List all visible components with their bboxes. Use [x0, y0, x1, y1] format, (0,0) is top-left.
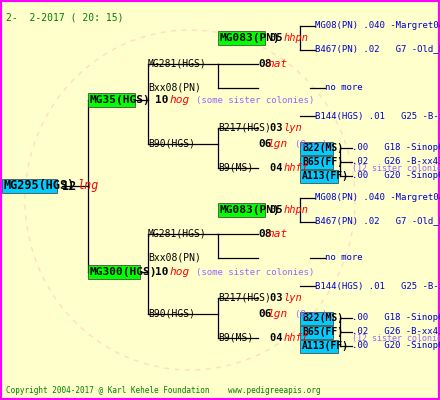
Text: B217(HGS): B217(HGS) [218, 293, 271, 303]
Text: 03: 03 [270, 293, 289, 303]
Text: .00   G20 -Sinop62R: .00 G20 -Sinop62R [352, 172, 440, 180]
Text: B9(MS): B9(MS) [218, 163, 253, 173]
Text: A113(FF): A113(FF) [302, 341, 349, 351]
Text: lgn: lgn [268, 309, 288, 319]
Text: MG35(HGS): MG35(HGS) [90, 95, 151, 105]
Text: 05: 05 [270, 205, 289, 215]
Text: MG281(HGS): MG281(HGS) [148, 229, 207, 239]
Text: 05: 05 [270, 33, 289, 43]
Text: 04: 04 [270, 163, 289, 173]
Text: (12 sister colonies): (12 sister colonies) [352, 164, 440, 174]
FancyBboxPatch shape [300, 340, 337, 352]
Text: A113(FF): A113(FF) [302, 171, 349, 181]
Text: 10: 10 [155, 95, 175, 105]
FancyBboxPatch shape [300, 142, 334, 154]
Text: B467(PN) .02   G7 -Old_Lady: B467(PN) .02 G7 -Old_Lady [315, 46, 440, 54]
Text: hhpn: hhpn [283, 33, 308, 43]
Text: B22(MS): B22(MS) [302, 313, 343, 323]
Text: Bxx08(PN): Bxx08(PN) [148, 253, 201, 263]
Text: (12 sister colonies): (12 sister colonies) [352, 334, 440, 344]
Text: MG300(HGS): MG300(HGS) [90, 267, 158, 277]
Text: lng: lng [77, 180, 99, 192]
Text: hhpn: hhpn [283, 205, 308, 215]
Text: Copyright 2004-2017 @ Karl Kehele Foundation    www.pedigreeapis.org: Copyright 2004-2017 @ Karl Kehele Founda… [6, 386, 320, 395]
Text: B22(MS): B22(MS) [302, 143, 343, 153]
Text: 06: 06 [258, 139, 271, 149]
FancyBboxPatch shape [218, 203, 265, 217]
FancyBboxPatch shape [300, 170, 337, 182]
Text: 03: 03 [270, 123, 289, 133]
Text: lyn: lyn [283, 123, 302, 133]
Text: no more: no more [325, 84, 363, 92]
Text: 08: 08 [258, 229, 271, 239]
Text: nat: nat [268, 59, 288, 69]
Text: (8 c.): (8 c.) [295, 310, 327, 318]
Text: 10: 10 [155, 267, 175, 277]
Text: hog: hog [169, 95, 190, 105]
Text: MG083(PN): MG083(PN) [220, 33, 281, 43]
FancyBboxPatch shape [300, 156, 334, 168]
Text: hhff: hhff [283, 163, 308, 173]
Text: B90(HGS): B90(HGS) [148, 309, 195, 319]
Text: nat: nat [268, 229, 288, 239]
FancyBboxPatch shape [218, 31, 265, 45]
FancyBboxPatch shape [88, 265, 140, 279]
Text: Bxx08(PN): Bxx08(PN) [148, 83, 201, 93]
Text: 12: 12 [62, 180, 83, 192]
Text: (some sister colonies): (some sister colonies) [196, 268, 314, 276]
Text: B65(FF): B65(FF) [302, 157, 343, 167]
Text: B9(MS): B9(MS) [218, 333, 253, 343]
Text: 2-  2-2017 ( 20: 15): 2- 2-2017 ( 20: 15) [6, 12, 124, 22]
Text: .02   G26 -B-xx43: .02 G26 -B-xx43 [352, 158, 440, 166]
Text: .02   G26 -B-xx43: .02 G26 -B-xx43 [352, 328, 440, 336]
FancyBboxPatch shape [2, 179, 57, 193]
Text: B90(HGS): B90(HGS) [148, 139, 195, 149]
FancyBboxPatch shape [88, 93, 135, 107]
Text: (some sister colonies): (some sister colonies) [196, 96, 314, 104]
Text: .00   G18 -Sinop62R: .00 G18 -Sinop62R [352, 144, 440, 152]
Text: B65(FF): B65(FF) [302, 327, 343, 337]
Text: 04: 04 [270, 333, 289, 343]
Text: .00   G18 -Sinop62R: .00 G18 -Sinop62R [352, 314, 440, 322]
Text: MG295(HGS): MG295(HGS) [4, 180, 75, 192]
Text: lyn: lyn [283, 293, 302, 303]
Text: hog: hog [169, 267, 190, 277]
Text: 08: 08 [258, 59, 271, 69]
Text: (8 c.): (8 c.) [295, 140, 327, 148]
FancyBboxPatch shape [300, 326, 334, 338]
Text: .00   G20 -Sinop62R: .00 G20 -Sinop62R [352, 342, 440, 350]
Text: B144(HGS) .01   G25 -B-xx43: B144(HGS) .01 G25 -B-xx43 [315, 282, 440, 290]
Text: MG08(PN) .040 -Margret04R: MG08(PN) .040 -Margret04R [315, 22, 440, 30]
Text: lgn: lgn [268, 139, 288, 149]
Text: B467(PN) .02   G7 -Old_Lady: B467(PN) .02 G7 -Old_Lady [315, 218, 440, 226]
Text: MG083(PN): MG083(PN) [220, 205, 281, 215]
Text: B144(HGS) .01   G25 -B-xx43: B144(HGS) .01 G25 -B-xx43 [315, 112, 440, 120]
Text: no more: no more [325, 254, 363, 262]
Text: MG281(HGS): MG281(HGS) [148, 59, 207, 69]
FancyBboxPatch shape [300, 312, 334, 324]
Text: MG08(PN) .040 -Margret04R: MG08(PN) .040 -Margret04R [315, 194, 440, 202]
Text: hhff: hhff [283, 333, 308, 343]
Text: B217(HGS): B217(HGS) [218, 123, 271, 133]
Text: 06: 06 [258, 309, 271, 319]
